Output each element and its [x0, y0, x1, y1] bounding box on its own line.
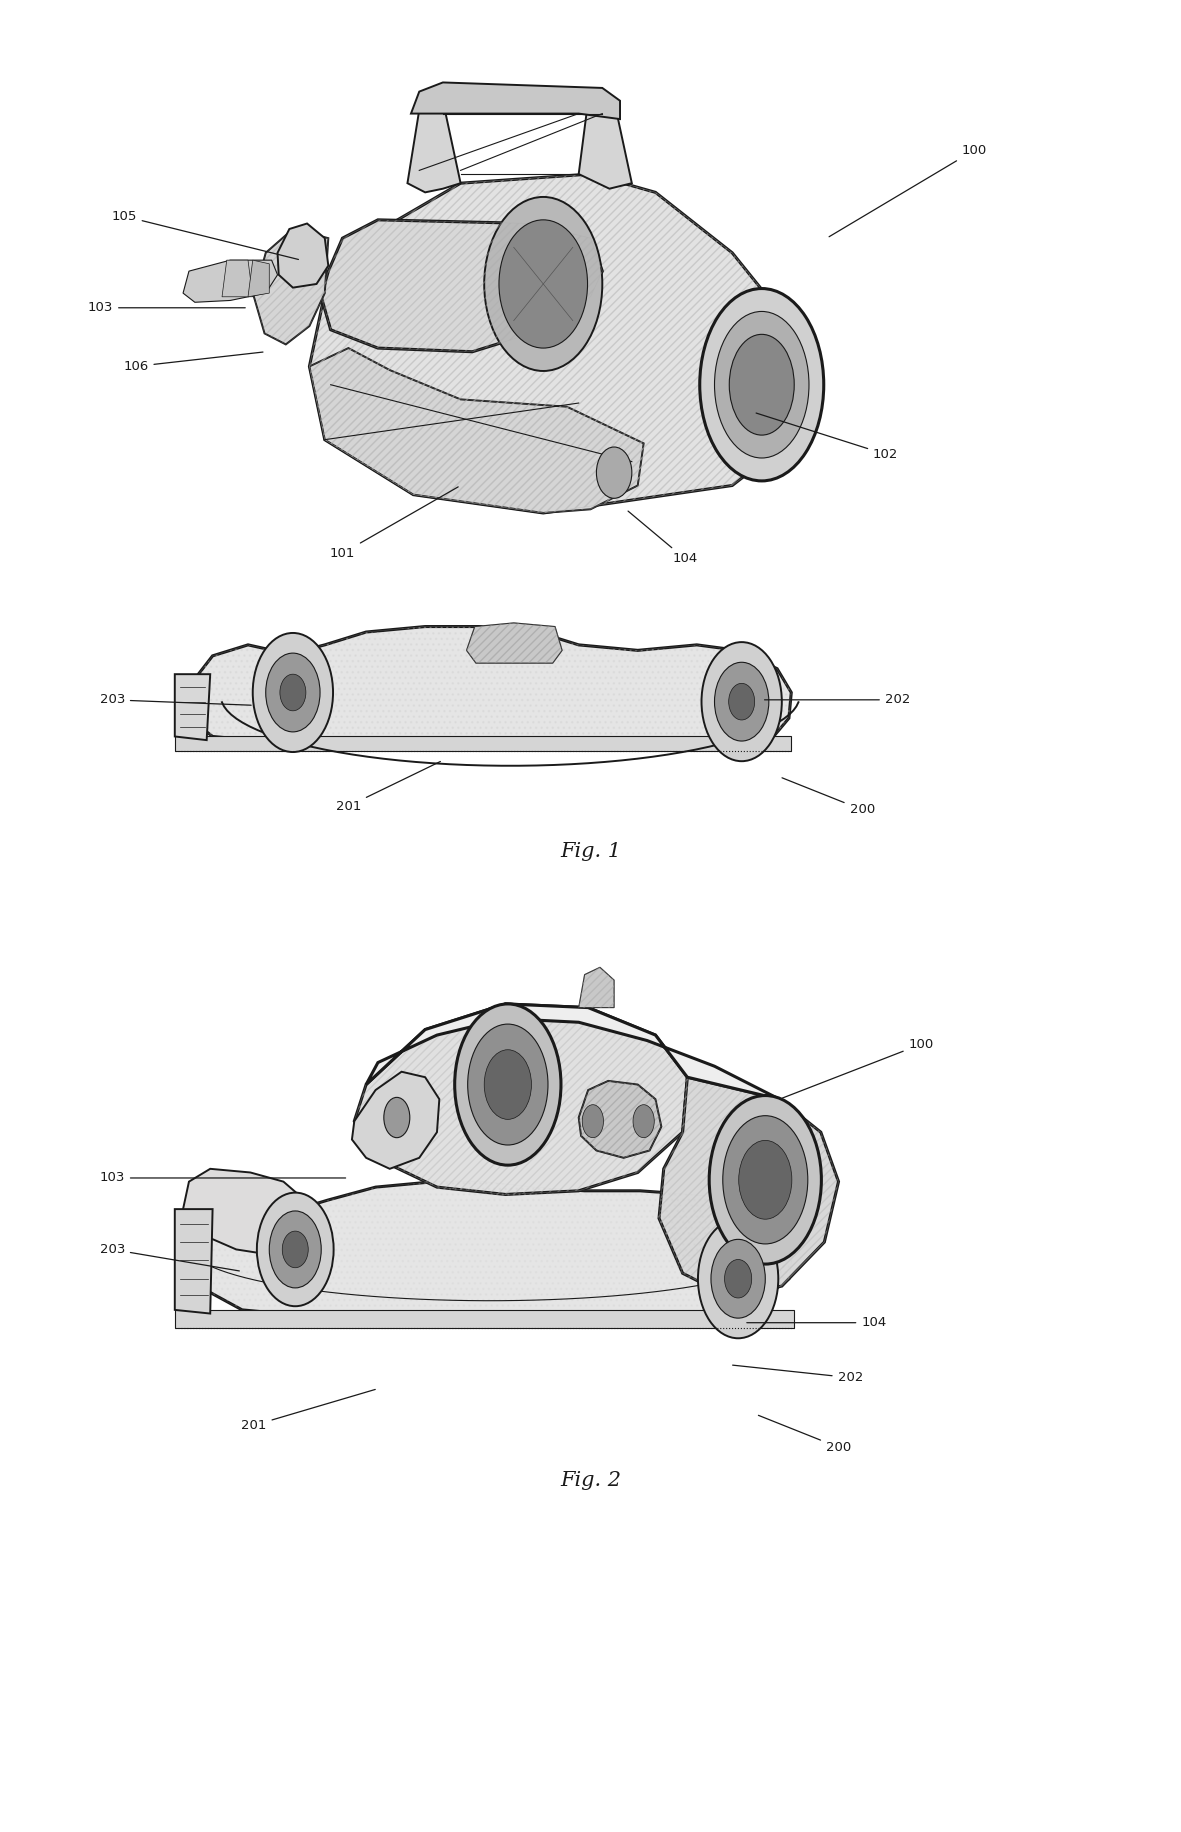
- Text: 101: 101: [329, 487, 458, 561]
- Text: 103: 103: [87, 300, 246, 315]
- Ellipse shape: [711, 1238, 765, 1319]
- Polygon shape: [278, 224, 328, 288]
- Ellipse shape: [724, 1260, 751, 1297]
- Ellipse shape: [633, 1105, 654, 1138]
- Polygon shape: [175, 1209, 213, 1314]
- Polygon shape: [659, 1077, 839, 1297]
- Polygon shape: [191, 627, 791, 744]
- Polygon shape: [579, 101, 632, 189]
- Polygon shape: [352, 1072, 439, 1169]
- Ellipse shape: [709, 1096, 822, 1264]
- Polygon shape: [354, 1004, 687, 1194]
- Text: 104: 104: [628, 511, 698, 566]
- Ellipse shape: [269, 1211, 321, 1288]
- Ellipse shape: [498, 220, 588, 348]
- Text: 200: 200: [758, 1416, 852, 1455]
- Polygon shape: [222, 260, 253, 297]
- Ellipse shape: [384, 1097, 410, 1138]
- Ellipse shape: [596, 447, 632, 498]
- Polygon shape: [321, 220, 602, 352]
- Text: 100: 100: [829, 143, 987, 236]
- Polygon shape: [183, 1169, 309, 1255]
- Polygon shape: [466, 623, 562, 663]
- Text: 102: 102: [756, 412, 899, 462]
- Polygon shape: [183, 260, 278, 302]
- Text: 203: 203: [99, 1242, 240, 1271]
- Polygon shape: [183, 1182, 794, 1315]
- Text: 201: 201: [335, 762, 441, 813]
- Ellipse shape: [698, 1220, 778, 1339]
- Polygon shape: [248, 260, 269, 297]
- Ellipse shape: [739, 1140, 791, 1220]
- Polygon shape: [175, 736, 791, 751]
- Ellipse shape: [715, 663, 769, 740]
- Polygon shape: [366, 1004, 779, 1099]
- Ellipse shape: [730, 333, 794, 436]
- Ellipse shape: [282, 1231, 308, 1268]
- Ellipse shape: [484, 198, 602, 370]
- Ellipse shape: [582, 1105, 603, 1138]
- Ellipse shape: [455, 1004, 561, 1165]
- Polygon shape: [254, 229, 328, 344]
- Ellipse shape: [699, 288, 823, 482]
- Ellipse shape: [715, 311, 809, 458]
- Polygon shape: [411, 82, 620, 119]
- Text: 105: 105: [111, 209, 299, 260]
- Polygon shape: [407, 101, 461, 192]
- Ellipse shape: [484, 1050, 531, 1119]
- Text: 106: 106: [123, 352, 263, 374]
- Ellipse shape: [253, 634, 333, 753]
- Ellipse shape: [266, 654, 320, 733]
- Text: 203: 203: [99, 692, 252, 707]
- Polygon shape: [175, 674, 210, 740]
- Text: 201: 201: [241, 1389, 376, 1433]
- Text: 104: 104: [746, 1315, 887, 1330]
- Polygon shape: [579, 1081, 661, 1158]
- Ellipse shape: [702, 643, 782, 762]
- Text: 103: 103: [99, 1171, 346, 1185]
- Ellipse shape: [257, 1193, 333, 1306]
- Polygon shape: [309, 174, 803, 513]
- Text: 100: 100: [782, 1037, 934, 1097]
- Polygon shape: [175, 1310, 794, 1328]
- Ellipse shape: [468, 1024, 548, 1145]
- Ellipse shape: [729, 683, 755, 720]
- Text: 200: 200: [782, 779, 875, 817]
- Text: 202: 202: [732, 1365, 863, 1385]
- Text: 202: 202: [764, 692, 911, 707]
- Text: Fig. 1: Fig. 1: [560, 843, 621, 861]
- Polygon shape: [579, 967, 614, 1008]
- Ellipse shape: [723, 1116, 808, 1244]
- Polygon shape: [309, 348, 644, 513]
- Ellipse shape: [280, 674, 306, 711]
- Text: Fig. 2: Fig. 2: [560, 1471, 621, 1489]
